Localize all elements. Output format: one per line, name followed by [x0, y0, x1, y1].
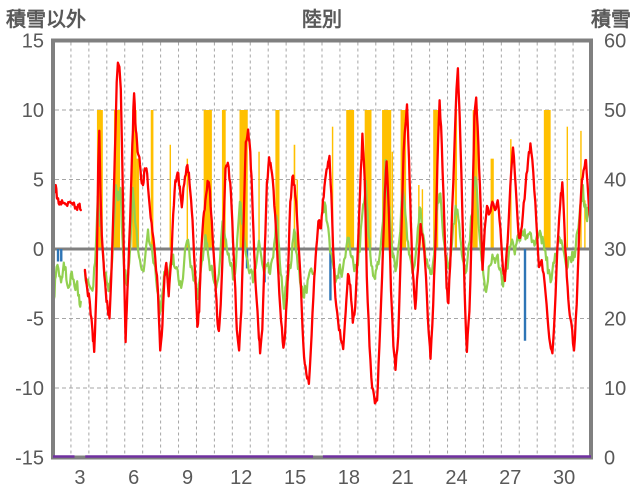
sunshine-bar	[150, 110, 154, 249]
right-axis-tick-label: 60	[604, 31, 626, 53]
precipitation-bar	[56, 249, 60, 262]
sunshine-bar	[346, 110, 355, 249]
left-axis-title: 積雪以外	[6, 9, 86, 31]
sunshine-bar	[169, 144, 172, 249]
precipitation-bar	[329, 249, 332, 301]
sunshine-bar	[433, 110, 439, 249]
x-axis-tick-label: 18	[338, 467, 360, 489]
sunshine-bar	[136, 158, 140, 249]
x-axis-tick-label: 9	[182, 467, 193, 489]
x-axis-tick-label: 27	[499, 467, 521, 489]
left-axis-tick-label: 15	[22, 31, 44, 53]
x-axis-tick-label: 30	[553, 467, 575, 489]
sunshine-bar	[258, 151, 260, 249]
left-axis-tick-label: -10	[15, 378, 44, 400]
sunshine-bar	[331, 126, 334, 249]
plot-border	[51, 38, 593, 460]
sunshine-bar	[584, 200, 586, 249]
x-axis-tick-label: 6	[128, 467, 139, 489]
sunshine-bar	[186, 158, 189, 249]
x-axis-tick-label: 24	[445, 467, 467, 489]
x-axis-tick-label: 15	[284, 467, 306, 489]
left-axis-tick-label: 0	[33, 239, 44, 261]
sunshine-bar	[113, 110, 121, 249]
left-axis-tick-label: -15	[15, 448, 44, 470]
right-axis-tick-label: 50	[604, 100, 626, 122]
right-axis-tick-label: 40	[604, 170, 626, 192]
right-axis-tick-label: 30	[604, 239, 626, 261]
right-axis-title: 積雪	[591, 9, 631, 31]
sunshine-bar	[364, 110, 372, 249]
sunshine-bar	[391, 151, 393, 249]
sunshine-bar	[132, 110, 137, 249]
left-axis-tick-label: 5	[33, 170, 44, 192]
x-axis-tick-label: 21	[392, 467, 414, 489]
precipitation-bar	[60, 249, 63, 262]
sunshine-bar	[275, 110, 280, 249]
left-axis-tick-label: -5	[26, 309, 44, 331]
x-axis-tick-label: 3	[74, 467, 85, 489]
sunshine-bar	[203, 110, 212, 249]
chart-title: 陸別	[302, 9, 342, 31]
sunshine-bar	[221, 110, 226, 249]
right-axis-tick-label: 10	[604, 378, 626, 400]
sunshine-bar	[566, 126, 569, 249]
left-axis-tick-label: 10	[22, 100, 44, 122]
right-axis-tick-label: 0	[604, 448, 615, 470]
red-line	[51, 61, 593, 405]
precipitation-bar	[523, 249, 527, 341]
sunshine-bar	[543, 110, 551, 249]
x-axis-tick-label: 12	[230, 467, 252, 489]
sunshine-bar	[454, 110, 458, 249]
right-axis-tick-label: 20	[604, 309, 626, 331]
